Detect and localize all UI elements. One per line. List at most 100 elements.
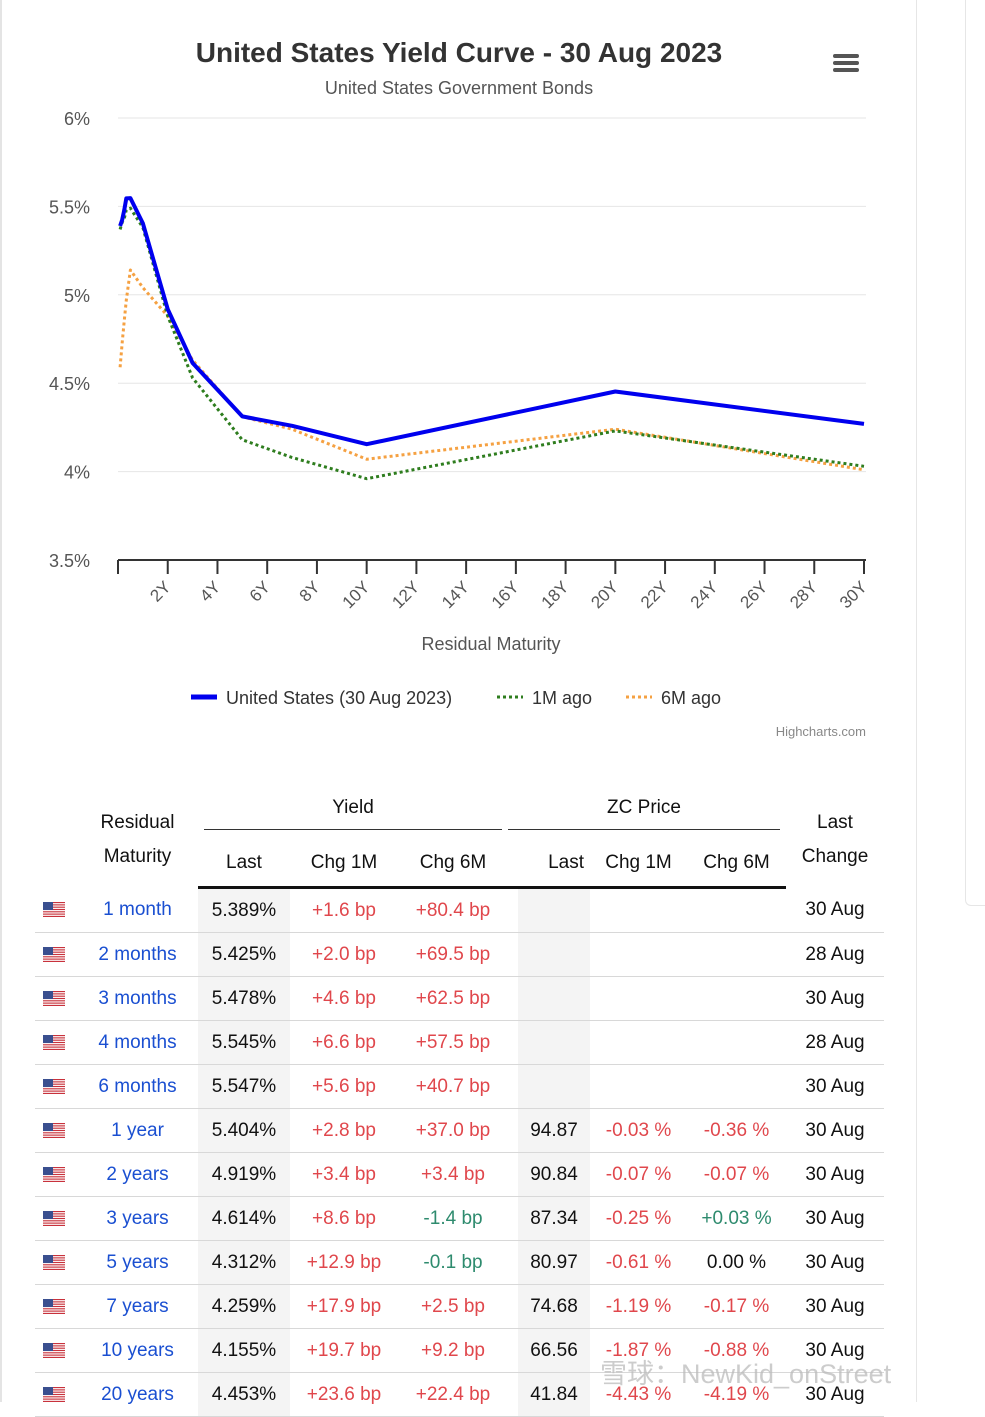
x-tick-label: 16Y — [488, 577, 523, 612]
zc-chg1m — [590, 932, 687, 977]
x-tick-label: 10Y — [339, 577, 374, 612]
legend-label: 6M ago — [661, 688, 721, 708]
header-last-change: Last Change — [786, 790, 884, 888]
spacer — [508, 1372, 518, 1417]
yield-last: 4.155% — [198, 1328, 290, 1373]
yield-chg1m: +4.6 bp — [290, 976, 398, 1021]
last-change: 30 Aug — [786, 976, 884, 1021]
yield-chg6m: +22.4 bp — [398, 1372, 508, 1417]
series-line-2[interactable] — [118, 268, 865, 472]
zc-chg1m: -1.19 % — [590, 1284, 687, 1329]
column-divider — [916, 0, 917, 1402]
yield-last: 4.259% — [198, 1284, 290, 1329]
spacer — [508, 887, 518, 933]
legend-item-1[interactable]: 1M ago — [497, 688, 592, 708]
table-body: 1 month 5.389% +1.6 bp +80.4 bp 30 Aug 2 mont… — [35, 887, 884, 1417]
header-last-change-2: Change — [801, 845, 869, 867]
zc-chg6m: -0.88 % — [687, 1328, 786, 1373]
zc-last: 90.84 — [518, 1152, 590, 1197]
yield-chg6m: +57.5 bp — [398, 1020, 508, 1065]
zc-chg1m — [590, 1064, 687, 1109]
spacer — [508, 1064, 518, 1109]
x-axis-title: Residual Maturity — [421, 634, 560, 654]
zc-last — [518, 976, 590, 1021]
last-change: 30 Aug — [786, 1240, 884, 1285]
flag-cell — [35, 1284, 77, 1329]
zc-last: 94.87 — [518, 1108, 590, 1153]
table-row: 2 years 4.919% +3.4 bp +3.4 bp 90.84 -0.07 % -… — [35, 1152, 884, 1197]
spacer — [508, 1284, 518, 1329]
y-tick-label: 4% — [64, 463, 90, 483]
y-tick-label: 3.5% — [49, 551, 90, 571]
chart-title: United States Yield Curve - 30 Aug 2023 — [196, 37, 722, 68]
zc-last — [518, 1064, 590, 1109]
spacer — [508, 1152, 518, 1197]
yield-last: 5.389% — [198, 887, 290, 933]
flag-cell — [35, 1064, 77, 1109]
highcharts-credits[interactable]: Highcharts.com — [776, 724, 866, 739]
legend: United States (30 Aug 2023) 1M ago 6M ago — [191, 688, 721, 708]
legend-label: 1M ago — [532, 688, 592, 708]
x-tick-label: 24Y — [687, 577, 722, 612]
zc-chg6m — [687, 976, 786, 1021]
last-change: 30 Aug — [786, 1196, 884, 1241]
hamburger-icon-bar — [833, 61, 859, 65]
maturity-link[interactable]: 3 months — [77, 976, 198, 1021]
flag-cell — [35, 1328, 77, 1373]
yield-chg1m: +2.8 bp — [290, 1108, 398, 1153]
x-tick-label: 8Y — [296, 577, 324, 605]
zc-chg1m — [590, 1020, 687, 1065]
maturity-link[interactable]: 7 years — [77, 1284, 198, 1329]
flag-cell — [35, 1196, 77, 1241]
grid-lines — [118, 117, 866, 473]
table-row: 1 month 5.389% +1.6 bp +80.4 bp 30 Aug — [35, 887, 884, 933]
x-tick-label: 6Y — [246, 577, 274, 605]
header-last-change-1: Last — [817, 811, 853, 833]
us-flag-icon — [43, 1210, 65, 1226]
maturity-link[interactable]: 4 months — [77, 1020, 198, 1065]
maturity-link[interactable]: 3 years — [77, 1196, 198, 1241]
legend-item-2[interactable]: 6M ago — [626, 688, 721, 708]
yield-chg6m: -1.4 bp — [398, 1196, 508, 1241]
flag-cell — [35, 1152, 77, 1197]
yield-chg6m: -0.1 bp — [398, 1240, 508, 1285]
yield-chg6m: +62.5 bp — [398, 976, 508, 1021]
y-axis-ticks: 3.5% 4% 4.5% 5% 5.5% 6% — [49, 109, 90, 571]
legend-item-0[interactable]: United States (30 Aug 2023) — [191, 688, 452, 708]
us-flag-icon — [43, 946, 65, 962]
maturity-link[interactable]: 1 month — [77, 887, 198, 933]
zc-last — [518, 887, 590, 933]
yield-chg1m: +1.6 bp — [290, 887, 398, 933]
zc-chg6m: 0.00 % — [687, 1240, 786, 1285]
maturity-link[interactable]: 2 months — [77, 932, 198, 977]
x-tick-label: 30Y — [836, 577, 871, 612]
yield-chg1m: +12.9 bp — [290, 1240, 398, 1285]
header-yield: Yield — [198, 790, 508, 840]
maturity-link[interactable]: 2 years — [77, 1152, 198, 1197]
maturity-link[interactable]: 1 year — [77, 1108, 198, 1153]
zc-last: 80.97 — [518, 1240, 590, 1285]
yield-chg1m: +2.0 bp — [290, 932, 398, 977]
maturity-link[interactable]: 10 years — [77, 1328, 198, 1373]
chart-menu-button[interactable] — [828, 48, 864, 80]
maturity-link[interactable]: 20 years — [77, 1372, 198, 1417]
x-tick-label: 2Y — [146, 577, 174, 605]
yield-last: 5.545% — [198, 1020, 290, 1065]
maturity-link[interactable]: 5 years — [77, 1240, 198, 1285]
yield-last: 4.453% — [198, 1372, 290, 1417]
spacer — [508, 1020, 518, 1065]
zc-last — [518, 932, 590, 977]
series-line-1[interactable] — [118, 206, 865, 481]
flag-cell — [35, 887, 77, 933]
us-flag-icon — [43, 1298, 65, 1314]
flag-cell — [35, 1108, 77, 1153]
yield-chg1m: +5.6 bp — [290, 1064, 398, 1109]
zc-last: 66.56 — [518, 1328, 590, 1373]
yield-chg1m: +8.6 bp — [290, 1196, 398, 1241]
zc-last — [518, 1020, 590, 1065]
zc-chg6m — [687, 1064, 786, 1109]
series-line-0[interactable] — [118, 196, 865, 447]
yield-curve-chart: United States Yield Curve - 30 Aug 2023 … — [49, 37, 871, 739]
x-tick-label: 26Y — [737, 577, 772, 612]
maturity-link[interactable]: 6 months — [77, 1064, 198, 1109]
